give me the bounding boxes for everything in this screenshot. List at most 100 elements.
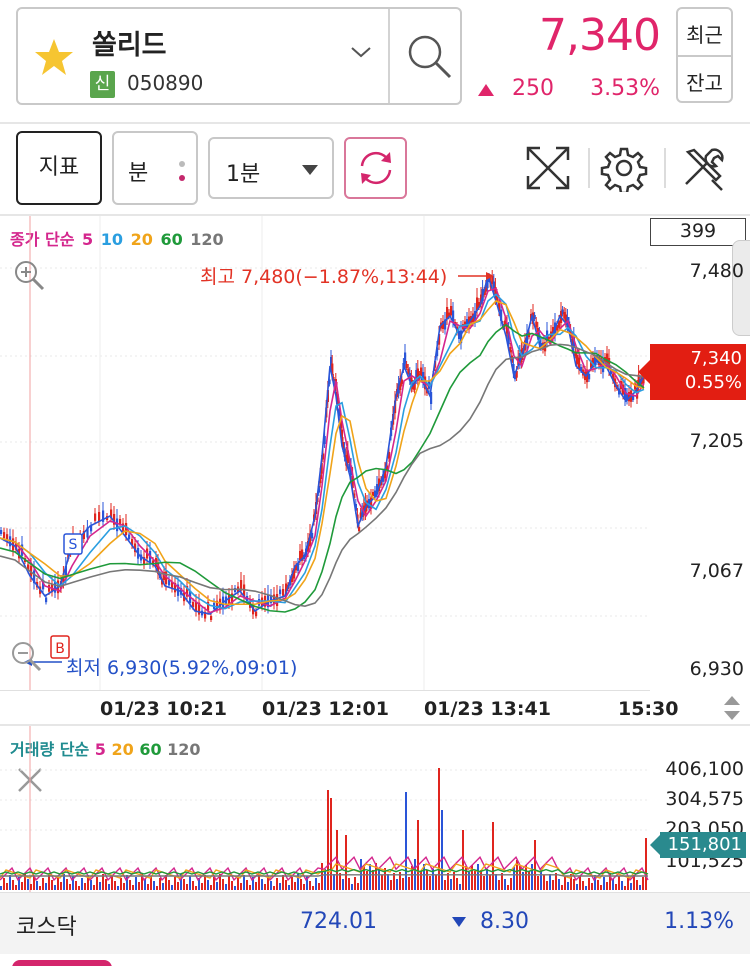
volume-bar: [180, 874, 182, 890]
stock-selector[interactable]: 쏠리드 신 050890: [16, 7, 462, 105]
divider: [0, 690, 650, 691]
volume-bar: [333, 874, 335, 890]
candle-body: [399, 378, 402, 390]
candle-body: [526, 333, 529, 345]
volume-bar: [540, 869, 542, 890]
candle-body: [320, 463, 323, 474]
volume-bar: [99, 882, 101, 890]
minute-button[interactable]: 분: [112, 131, 198, 205]
high-marker-arrow: [486, 272, 494, 280]
candle-body: [131, 539, 134, 546]
candle-body: [472, 313, 475, 323]
volume-chart-canvas[interactable]: [0, 726, 650, 892]
balance-label[interactable]: 잔고: [686, 71, 723, 95]
volume-bar: [534, 840, 536, 890]
refresh-button[interactable]: [344, 137, 407, 199]
recent-balance-button[interactable]: 최근 잔고: [676, 7, 733, 103]
market-index-bar[interactable]: 코스닥 724.01 8.30 1.13%: [0, 892, 750, 954]
chevron-down-icon[interactable]: [350, 45, 372, 59]
candle-body: [322, 453, 325, 460]
volume-bar: [153, 881, 155, 890]
volume-bar: [627, 878, 629, 890]
volume-bar: [489, 875, 491, 890]
price-legend[interactable]: 종가 단순 5 10 20 60 120: [10, 226, 226, 250]
volume-bar: [348, 878, 350, 890]
volume-bar: [441, 810, 443, 890]
candle-body: [243, 584, 246, 598]
index-value: 724.01: [300, 909, 377, 934]
candle-body: [422, 372, 425, 383]
candle-body: [388, 452, 391, 459]
volume-bar: [507, 885, 509, 890]
candle-body: [62, 573, 65, 584]
candle-body: [592, 358, 595, 368]
volume-bar: [402, 878, 404, 890]
candle-body: [90, 526, 93, 532]
candle-body: [86, 527, 89, 538]
volume-bar: [30, 884, 32, 890]
candle-body: [174, 583, 177, 593]
volume-bar: [537, 876, 539, 890]
candle-body: [574, 351, 577, 357]
zoom-in-icon[interactable]: [12, 258, 46, 292]
star-icon[interactable]: [34, 37, 74, 77]
volume-bar: [384, 868, 386, 890]
candle-body: [382, 474, 385, 482]
sell-marker: S: [63, 533, 83, 555]
sell-marker-box: [63, 533, 83, 555]
candle-body: [400, 379, 403, 385]
volume-bar: [183, 879, 185, 890]
x-axis-label: 01/23 12:01: [262, 698, 389, 720]
candle-body: [578, 357, 581, 369]
low-price-label: 최저 6,930(5.92%,09:01): [66, 657, 298, 679]
volume-bar: [381, 875, 383, 890]
recent-label[interactable]: 최근: [686, 23, 723, 47]
volume-bar: [267, 876, 269, 890]
volume-bar: [642, 877, 644, 890]
tools-icon[interactable]: [680, 144, 728, 192]
candle-body: [113, 514, 116, 525]
volume-bar: [252, 877, 254, 890]
x-axis-label: 01/23 13:41: [424, 698, 551, 720]
volume-bar: [483, 876, 485, 890]
candle-body: [610, 369, 613, 375]
price-chart-canvas[interactable]: SB: [0, 216, 650, 690]
side-drawer-handle[interactable]: [732, 240, 750, 336]
volume-bar: [528, 871, 530, 890]
candle-body: [119, 519, 122, 525]
volume-bar: [270, 881, 272, 890]
bottom-tab-indicator: [12, 960, 112, 966]
gear-icon[interactable]: [600, 144, 648, 192]
candle-body: [506, 323, 509, 334]
expand-icon[interactable]: [524, 144, 572, 192]
candle-body: [556, 325, 559, 331]
zoom-out-icon[interactable]: [10, 640, 42, 672]
volume-bar: [45, 883, 47, 890]
volume-bar: [285, 880, 287, 890]
period-select[interactable]: 1분: [208, 137, 334, 199]
volume-bar: [279, 883, 281, 890]
volume-bar: [597, 880, 599, 890]
candle-body: [606, 353, 609, 364]
candle-body: [297, 563, 300, 571]
candle-body: [466, 319, 469, 329]
candle-body: [452, 310, 455, 322]
candle-body: [564, 314, 567, 324]
candle-body: [198, 602, 201, 615]
minute-label: 분: [128, 161, 149, 186]
search-icon[interactable]: [404, 31, 456, 83]
candle-body: [612, 374, 615, 381]
scroll-updown-icon[interactable]: [722, 694, 742, 722]
high-price-label: 최고 7,480(−1.87%,13:44): [200, 266, 448, 288]
more-dots-icon: [179, 161, 185, 181]
candle-body: [195, 601, 198, 612]
candle-body: [309, 533, 312, 547]
candle-body: [361, 509, 364, 517]
indicator-button[interactable]: 지표: [16, 131, 102, 205]
volume-bar: [174, 877, 176, 890]
candle-body: [372, 492, 375, 496]
legend-ma-10: 10: [100, 230, 124, 249]
candle-body: [343, 448, 346, 458]
volume-bar: [255, 882, 257, 890]
